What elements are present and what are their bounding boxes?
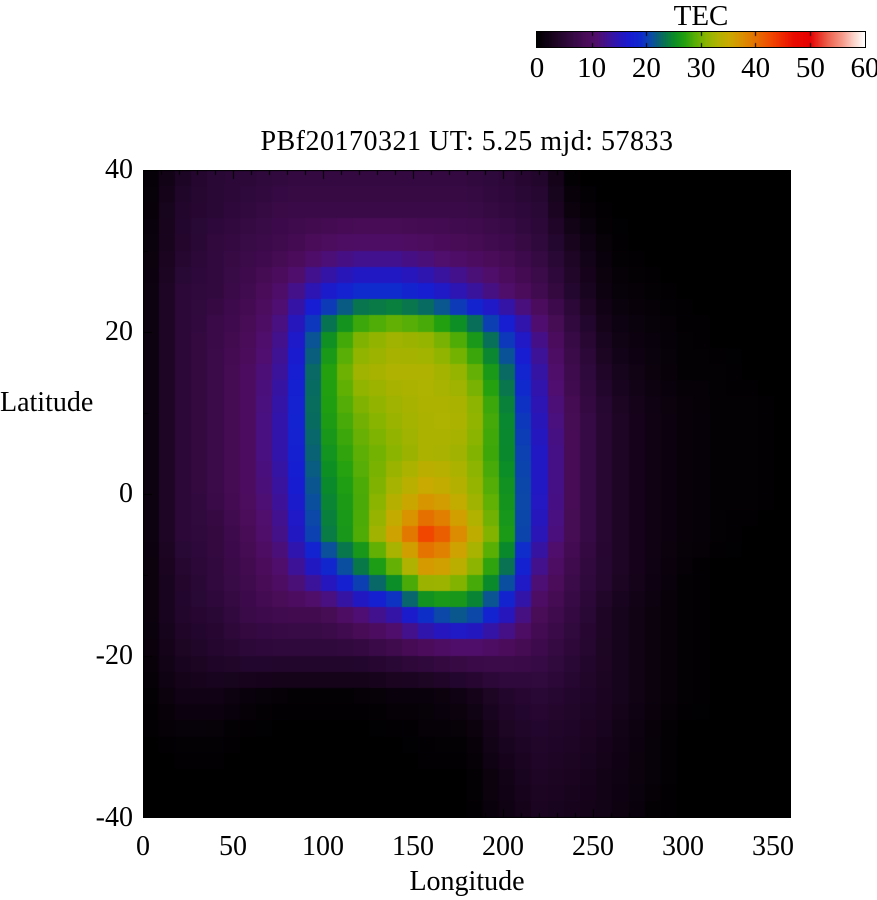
colorbar-tick-label: 40 [741, 52, 771, 84]
x-tick-label: 250 [572, 831, 614, 862]
x-tick-label: 0 [136, 831, 150, 862]
x-axis-tick-labels: 0 50 100 150 200 250 300 350 [0, 831, 877, 863]
x-tick-label: 100 [302, 831, 344, 862]
colorbar-title: TEC [673, 0, 729, 32]
x-tick-label: 200 [482, 831, 524, 862]
colorbar-tick-label: 0 [529, 52, 545, 84]
y-tick-label: 40 [105, 154, 133, 185]
tec-map [143, 170, 791, 818]
y-axis-label: Latitude [0, 387, 94, 418]
tec-map-canvas [143, 170, 791, 818]
x-tick-label: 300 [662, 831, 704, 862]
y-tick-label: -40 [95, 802, 133, 833]
y-tick-label: -20 [95, 640, 133, 671]
plot-title: PBf20170321 UT: 5.25 mjd: 57833 [260, 126, 674, 157]
y-axis-tick-labels: 40 20 0 -20 -40 [0, 0, 133, 900]
colorbar-tick-label: 50 [795, 52, 825, 84]
colorbar [536, 31, 866, 48]
colorbar-tick-label: 20 [631, 52, 661, 84]
x-tick-label: 350 [752, 831, 794, 862]
colorbar-tick-label: 60 [850, 52, 877, 84]
colorbar-tick-label: 30 [686, 52, 716, 84]
colorbar-tick-label: 10 [577, 52, 607, 84]
y-tick-label: 0 [119, 478, 133, 509]
x-tick-label: 50 [219, 831, 247, 862]
colorbar-tick-labels: 0 10 20 30 40 50 60 [530, 52, 877, 84]
x-axis-label: Longitude [409, 866, 525, 897]
colorbar-gradient-canvas [537, 32, 865, 47]
y-tick-label: 20 [105, 316, 133, 347]
x-tick-label: 150 [392, 831, 434, 862]
